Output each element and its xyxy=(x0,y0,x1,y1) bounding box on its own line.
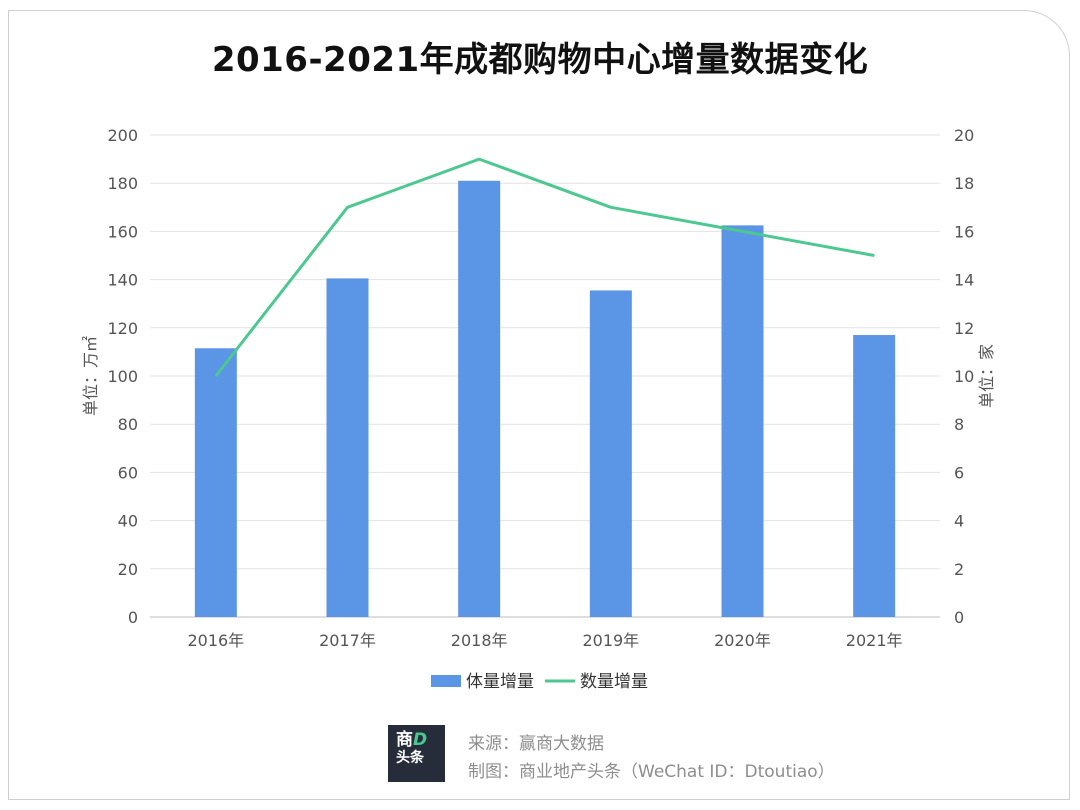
brand-logo: 商D 头条 xyxy=(388,725,445,782)
y-left-tick-label: 140 xyxy=(107,271,138,290)
y-left-tick-label: 0 xyxy=(128,608,138,627)
y-left-tick-label: 80 xyxy=(118,415,138,434)
bar xyxy=(458,180,501,618)
line-point xyxy=(873,255,875,256)
credit-text: 制图：商业地产头条（WeChat ID：Dtoutiao） xyxy=(468,762,835,782)
logo-mark: D xyxy=(413,730,428,750)
y-right-tick-label: 2 xyxy=(954,560,964,579)
y-right-tick-label: 12 xyxy=(954,319,974,338)
x-tick-label: 2021年 xyxy=(846,631,903,650)
y-left-tick-label: 200 xyxy=(107,126,138,145)
y-right-tick-label: 6 xyxy=(954,463,964,482)
legend-label: 体量增量 xyxy=(466,672,534,692)
y-left-tick-label: 40 xyxy=(118,512,138,531)
legend-label: 数量增量 xyxy=(580,672,648,692)
series-line xyxy=(214,157,875,377)
x-tick-label: 2020年 xyxy=(714,631,771,650)
bar xyxy=(589,290,632,617)
source-block: 商D 头条 来源：赢商大数据 制图：商业地产头条（WeChat ID：Dtout… xyxy=(388,725,858,785)
y-right-tick-label: 4 xyxy=(954,512,964,531)
line-point xyxy=(347,206,348,208)
line-point xyxy=(742,230,743,232)
y-left-tick-label: 20 xyxy=(118,560,138,579)
legend-swatch-bar xyxy=(431,675,461,687)
logo-text: 商 xyxy=(396,730,413,750)
bar xyxy=(721,225,764,617)
line-point xyxy=(610,206,612,208)
source-text: 来源：赢商大数据 xyxy=(468,734,604,754)
y-right-tick-label: 0 xyxy=(954,608,964,627)
y-left-tick-label: 180 xyxy=(107,174,138,193)
y-right-tick-label: 8 xyxy=(954,415,964,434)
x-tick-label: 2019年 xyxy=(582,631,639,650)
y-right-axis-title: 单位：家 xyxy=(977,344,996,408)
y-left-tick-label: 60 xyxy=(118,463,138,482)
y-left-tick-label: 100 xyxy=(107,367,138,386)
y-right-tick-label: 14 xyxy=(954,271,974,290)
x-tick-label: 2017年 xyxy=(319,631,376,650)
x-tick-label: 2016年 xyxy=(187,631,244,650)
y-right-tick-label: 20 xyxy=(954,126,974,145)
bar xyxy=(853,335,896,617)
x-tick-label: 2018年 xyxy=(451,631,508,650)
y-left-tick-label: 160 xyxy=(107,222,138,241)
y-right-tick-label: 16 xyxy=(954,222,974,241)
y-left-tick-label: 120 xyxy=(107,319,138,338)
chart-title: 2016-2021年成都购物中心增量数据变化 xyxy=(211,40,869,80)
bar xyxy=(326,278,369,617)
line-point xyxy=(478,158,480,160)
y-right-tick-label: 18 xyxy=(954,174,974,193)
line-point xyxy=(215,375,217,377)
bar xyxy=(194,348,237,617)
y-left-axis-title: 单位：万㎡ xyxy=(81,336,100,416)
y-right-tick-label: 10 xyxy=(954,367,974,386)
logo-subtext: 头条 xyxy=(396,750,424,766)
